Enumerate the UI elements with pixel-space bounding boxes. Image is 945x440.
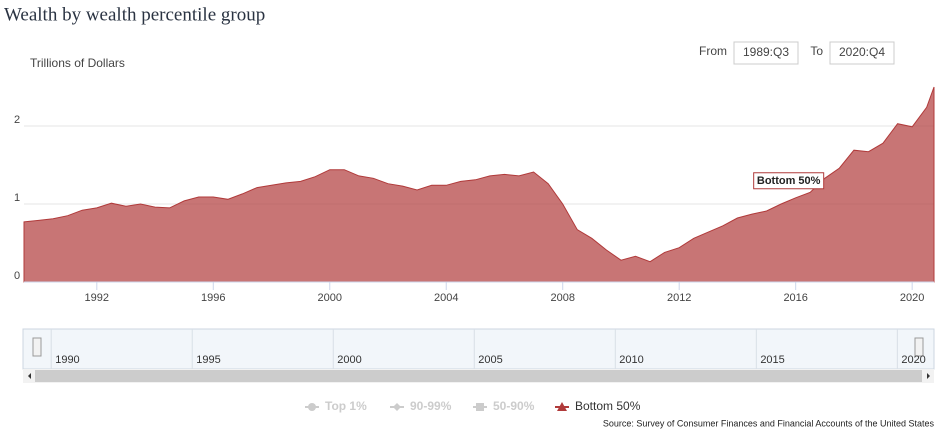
- legend-symbol: [308, 403, 316, 411]
- legend-label[interactable]: Bottom 50%: [575, 399, 641, 413]
- legend-symbol: [557, 402, 567, 411]
- navigator-tick-label: 2020: [901, 354, 925, 366]
- navigator-tick-label: 1990: [55, 354, 79, 366]
- legend-label[interactable]: 90-99%: [410, 399, 452, 413]
- navigator-tick-label: 2015: [760, 354, 784, 366]
- from-value[interactable]: 1989:Q3: [743, 45, 789, 59]
- x-tick-label: 1992: [85, 292, 109, 304]
- x-tick-label: 2012: [667, 292, 691, 304]
- x-tick-label: 2020: [900, 292, 924, 304]
- from-input[interactable]: [733, 41, 799, 65]
- scroll-right-arrow[interactable]: [927, 373, 930, 379]
- tooltip-box: [753, 172, 825, 190]
- legend-label[interactable]: 50-90%: [493, 399, 535, 413]
- to-label: To: [810, 44, 823, 58]
- legend-symbol: [393, 403, 401, 411]
- navigator-tick-label: 2010: [619, 354, 643, 366]
- source-note: Source: Survey of Consumer Finances and …: [603, 418, 935, 428]
- navigator-handle[interactable]: [914, 337, 924, 357]
- navigator-tick-label: 2005: [478, 354, 502, 366]
- x-tick-label: 2016: [783, 292, 807, 304]
- x-tick-label: 2000: [318, 292, 342, 304]
- area: [23, 86, 935, 283]
- navigator-handle[interactable]: [32, 337, 42, 357]
- y-tick-label: 2: [14, 114, 20, 126]
- y-tick-label: 1: [14, 192, 20, 204]
- to-value[interactable]: 2020:Q4: [839, 45, 885, 59]
- chart-title: Wealth by wealth percentile group: [4, 4, 265, 25]
- x-tick-label: 2004: [434, 292, 458, 304]
- navigator-tick-label: 1995: [196, 354, 220, 366]
- legend-label[interactable]: Top 1%: [325, 399, 367, 413]
- from-label: From: [699, 44, 727, 58]
- x-tick-label: 1996: [201, 292, 225, 304]
- scroll-left-arrow[interactable]: [28, 373, 31, 379]
- legend-symbol: [476, 403, 484, 411]
- to-input[interactable]: [829, 41, 895, 65]
- tooltip-text: Bottom 50%: [757, 175, 821, 187]
- y-tick-label: 0: [14, 270, 20, 282]
- x-tick-label: 2008: [550, 292, 574, 304]
- scrollbar-thumb[interactable]: [35, 370, 922, 382]
- y-axis-label: Trillions of Dollars: [30, 56, 125, 70]
- navigator-tick-label: 2000: [337, 354, 361, 366]
